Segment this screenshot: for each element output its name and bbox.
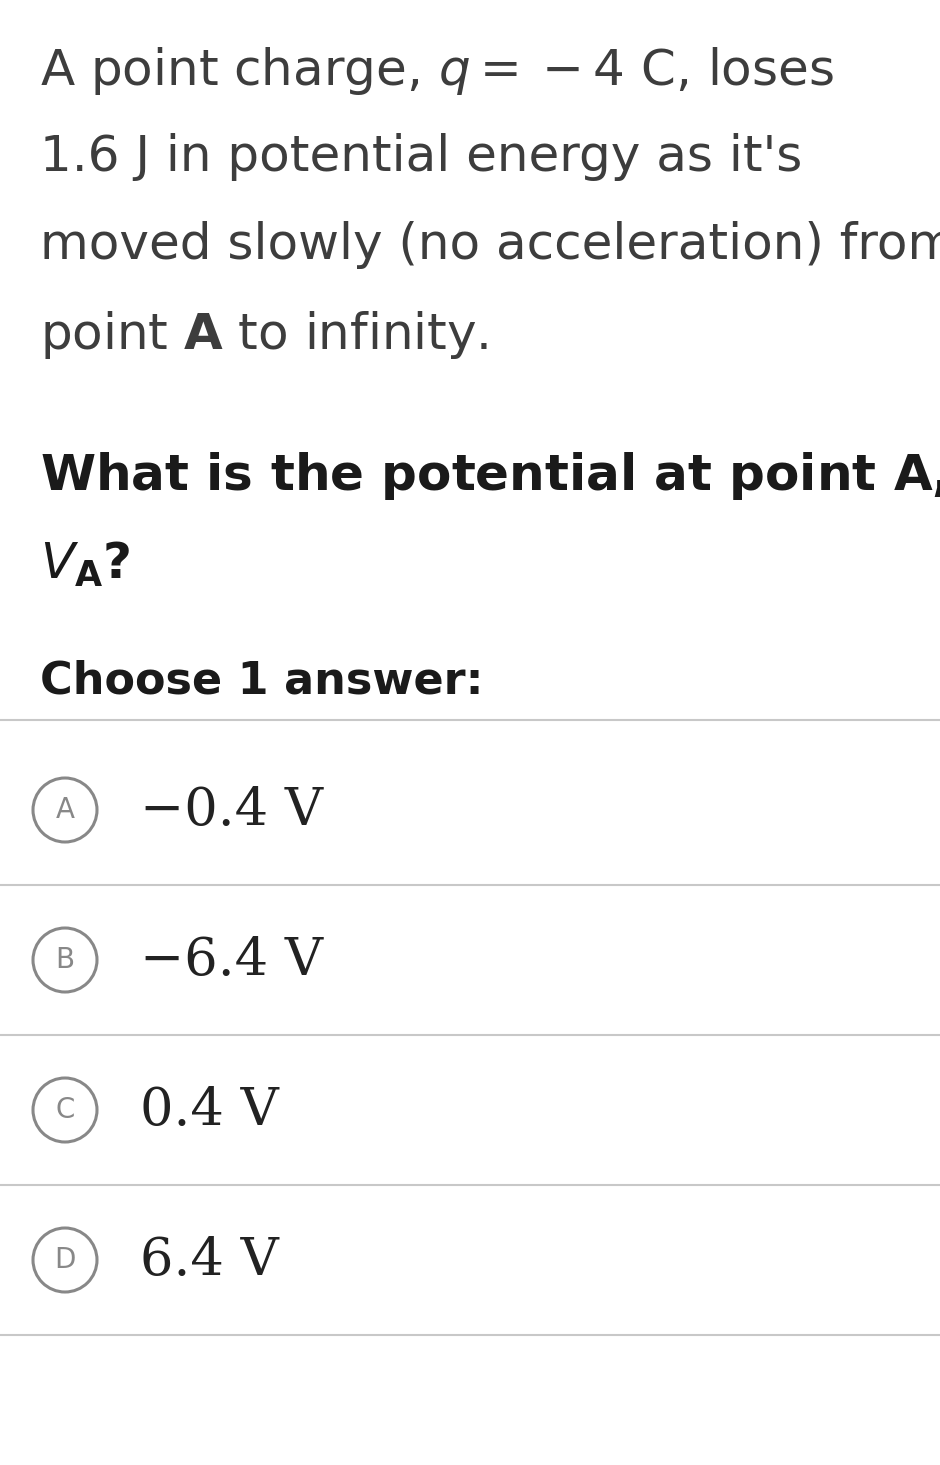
Text: −6.4 V: −6.4 V <box>140 935 323 986</box>
Text: 6.4 V: 6.4 V <box>140 1235 279 1285</box>
Text: A: A <box>55 795 74 823</box>
Text: What is the potential at point $\mathbf{A}$,: What is the potential at point $\mathbf{… <box>40 450 940 502</box>
Text: B: B <box>55 946 74 974</box>
Text: C: C <box>55 1096 74 1124</box>
Text: moved slowly (no acceleration) from: moved slowly (no acceleration) from <box>40 221 940 270</box>
Text: 0.4 V: 0.4 V <box>140 1084 279 1135</box>
Text: A point charge, $q = -4$ C, loses: A point charge, $q = -4$ C, loses <box>40 45 834 97</box>
Text: point $\mathbf{A}$ to infinity.: point $\mathbf{A}$ to infinity. <box>40 309 489 360</box>
Text: D: D <box>55 1247 76 1275</box>
Text: Choose 1 answer:: Choose 1 answer: <box>40 661 483 703</box>
Text: −0.4 V: −0.4 V <box>140 784 323 835</box>
Text: $V_\mathbf{A}$?: $V_\mathbf{A}$? <box>40 541 131 589</box>
Text: 1.6 J in potential energy as it's: 1.6 J in potential energy as it's <box>40 133 803 182</box>
